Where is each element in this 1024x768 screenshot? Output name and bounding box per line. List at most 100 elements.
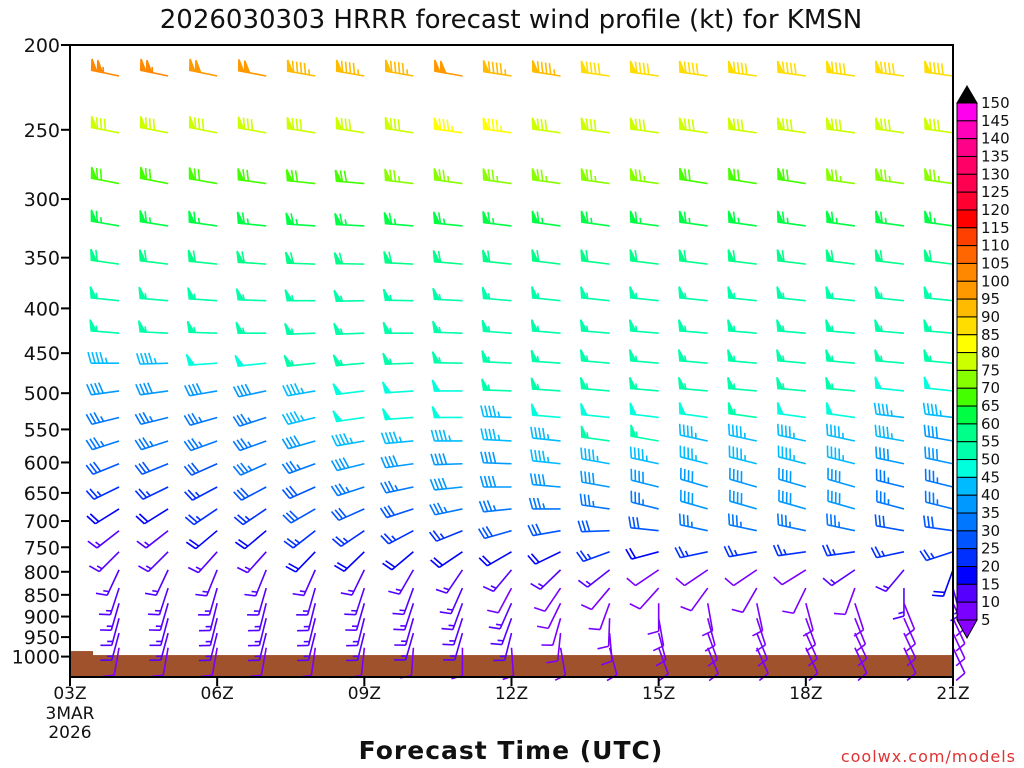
barb-full <box>397 62 401 74</box>
wind-barb <box>729 489 757 510</box>
barb-half <box>447 175 450 182</box>
colorbar-label: 25 <box>981 540 1000 558</box>
barb-half <box>500 125 503 132</box>
wind-barb <box>580 168 610 185</box>
wind-barb <box>527 523 561 537</box>
barb-flag <box>285 169 294 183</box>
barb-full <box>529 473 534 485</box>
barb-full <box>144 167 148 180</box>
wind-barb <box>481 319 512 335</box>
wind-barb <box>477 526 512 540</box>
barb-staff <box>587 569 611 588</box>
barb-full <box>585 118 589 130</box>
colorbar-bin <box>956 459 978 478</box>
barb-full <box>291 117 295 130</box>
barb-full <box>433 557 444 566</box>
colorbar-label: 85 <box>981 326 1000 344</box>
y-tick-label: 1000 <box>12 647 60 669</box>
barb-full <box>923 424 927 437</box>
barb-staff <box>499 602 513 630</box>
wind-barb <box>629 402 659 419</box>
wind-barb <box>924 446 954 465</box>
barb-full <box>887 119 891 131</box>
barb-flag <box>776 210 785 224</box>
wind-barb <box>198 587 218 616</box>
barb-full <box>784 425 788 437</box>
barb-half <box>832 549 836 555</box>
barb-full <box>585 61 589 74</box>
barb-full <box>782 168 785 181</box>
barb-full <box>928 250 932 262</box>
barb-staff <box>903 617 917 645</box>
barb-full <box>147 382 154 394</box>
barb-half <box>586 553 592 560</box>
barb-half <box>145 565 152 570</box>
colorbar-bin <box>956 262 978 282</box>
barb-full <box>193 168 197 180</box>
barb-full <box>439 611 452 615</box>
barb-full <box>932 62 936 74</box>
barb-half <box>545 175 548 182</box>
wind-barb <box>149 618 169 647</box>
wind-barb <box>284 251 316 265</box>
barb-staff <box>831 569 856 587</box>
barb-flag <box>874 349 883 363</box>
wind-barb <box>233 508 267 526</box>
barb-full <box>499 63 503 75</box>
wind-barb <box>384 59 414 77</box>
wind-barb <box>188 167 218 185</box>
barb-staff <box>142 486 169 500</box>
barb-full <box>776 423 780 436</box>
wind-barb <box>297 618 317 647</box>
barb-staff <box>876 479 905 488</box>
barb-flag <box>481 350 490 363</box>
barb-flag <box>924 168 932 182</box>
barb-full <box>191 462 200 473</box>
barb-full <box>330 510 340 521</box>
wind-barb <box>531 60 561 77</box>
barb-staff <box>706 647 719 675</box>
barb-full <box>482 585 494 593</box>
barb-staff <box>91 416 120 426</box>
barb-staff <box>844 587 856 615</box>
barb-full <box>331 538 342 547</box>
barb-flag <box>776 349 785 363</box>
barb-full <box>785 62 789 74</box>
wind-barb <box>136 530 169 549</box>
wind-barb <box>580 587 611 611</box>
barb-flag <box>825 168 834 182</box>
wind-barb <box>333 551 365 572</box>
barb-full <box>236 566 248 574</box>
barb-full <box>148 168 152 181</box>
barb-half <box>339 359 344 366</box>
barb-full <box>592 472 595 485</box>
barb-full <box>641 448 644 461</box>
colorbar-label: 130 <box>981 165 1010 183</box>
barb-flag <box>923 319 932 333</box>
barb-full <box>85 413 93 425</box>
barb-full <box>95 351 100 364</box>
wind-barb <box>441 602 464 631</box>
barb-full <box>736 62 740 74</box>
barb-full <box>352 62 356 75</box>
wind-barb <box>285 169 316 185</box>
barb-staff <box>288 440 316 450</box>
barb-half <box>733 383 736 390</box>
wind-barb <box>776 60 806 77</box>
barb-full <box>246 118 250 130</box>
barb-staff <box>781 569 807 586</box>
barb-staff <box>854 647 868 674</box>
barb-staff <box>680 456 708 465</box>
barb-full <box>580 447 583 459</box>
barb-staff <box>903 632 917 659</box>
barb-full <box>642 62 646 75</box>
x-tick-label: 06Z <box>201 684 234 704</box>
barb-full <box>478 557 488 567</box>
colorbar-bin <box>956 369 978 389</box>
barb-full <box>138 513 149 523</box>
wind-barb <box>487 587 513 614</box>
wind-barb <box>677 376 708 392</box>
barb-flag <box>335 116 343 131</box>
barb-full <box>183 440 192 452</box>
barb-half <box>890 433 893 439</box>
